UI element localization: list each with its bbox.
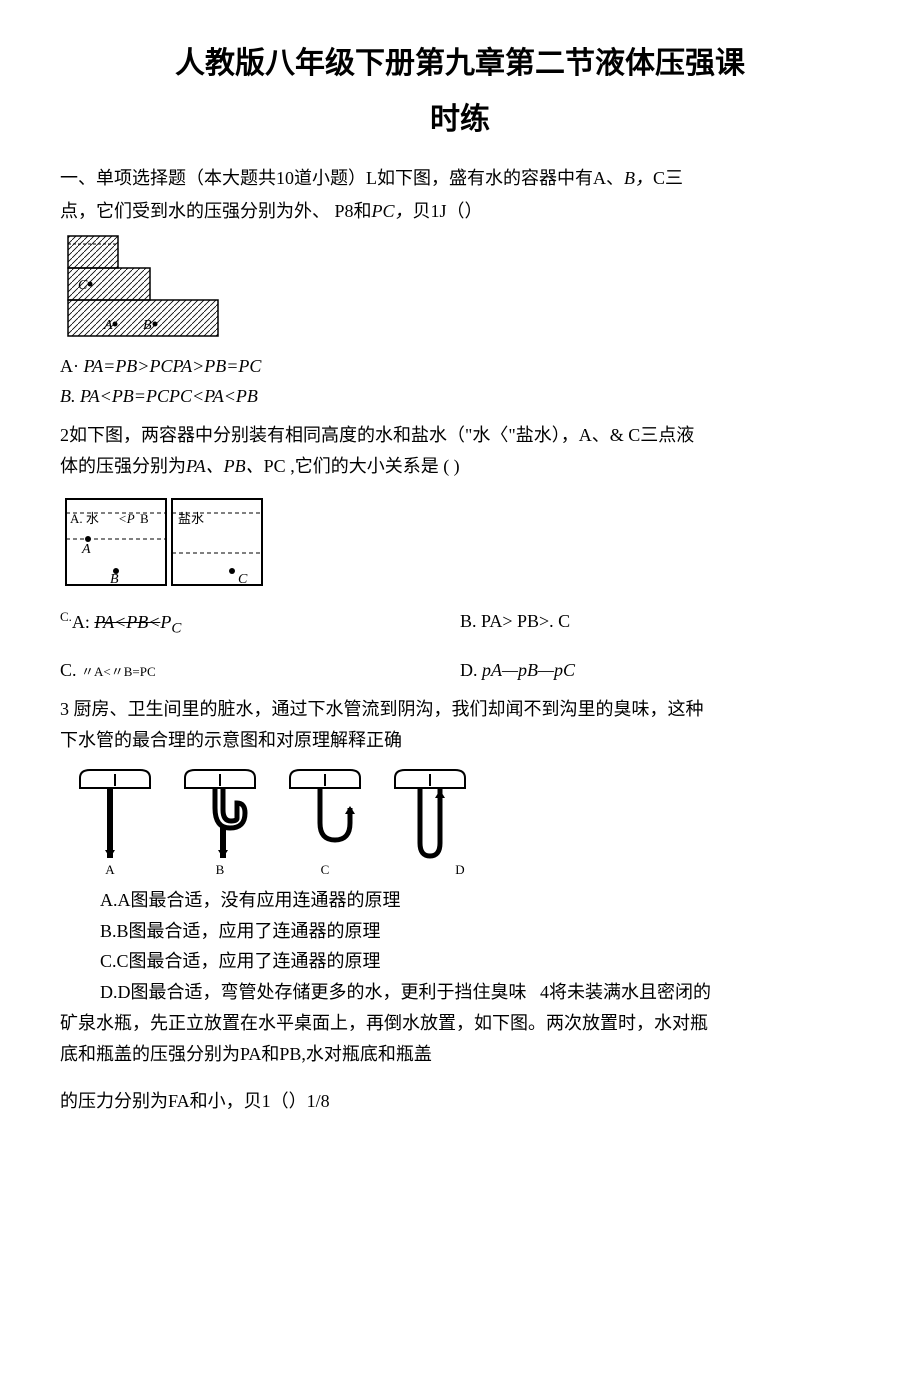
q2-options: C.A: PA<PB<PC B. PA> PB>. C C. 〃A<〃B=PC …	[60, 607, 860, 685]
svg-text:C: C	[321, 862, 330, 877]
svg-text:A: A	[81, 542, 91, 557]
svg-text:B: B	[143, 318, 152, 333]
q4-b: 矿泉水瓶，先正立放置在水平桌面上，再倒水放置，如下图。两次放置时，水对瓶	[60, 1009, 860, 1038]
q1-optA-prefix: A·	[60, 356, 79, 376]
q2-opt-d: D. pA—pB—pC	[460, 656, 860, 685]
q1-opt-b: B. PA<PB=PCPC<PA<PB	[60, 382, 860, 411]
q4-c: 底和瓶盖的压强分别为PA和PB,水对瓶底和瓶盖	[60, 1040, 860, 1069]
svg-text:A. 水: A. 水	[70, 511, 99, 526]
svg-text:<P: <P	[118, 511, 135, 526]
q3-opt-b: B.B图最合适，应用了连通器的原理	[100, 917, 860, 946]
q2-optC: 〃A<〃B=PC	[81, 664, 156, 679]
q2-optC-pre: C.	[60, 660, 81, 680]
q2-optA-extra: C.	[60, 609, 72, 624]
svg-text:D: D	[455, 862, 464, 877]
q2-stem-line2: 体的压强分别为PA、PB、PC ,它们的大小关系是 ( )	[60, 452, 860, 481]
q1-opt-a: A· PA=PB>PCPA>PB=PC	[60, 352, 860, 381]
svg-text:A: A	[103, 318, 113, 333]
q2-optA-tail: PC	[160, 612, 181, 632]
intro2-c: 贝1J（）	[413, 201, 483, 221]
intro-text-c: C三	[653, 168, 683, 188]
q2-optD: pA—pB—pC	[482, 660, 575, 680]
q3-stem-a: 3 厨房、卫生间里的脏水，通过下水管流到阴沟，我们却闻不到沟里的臭味，这种	[60, 695, 860, 724]
q2-opt-c: C. 〃A<〃B=PC	[60, 656, 460, 685]
q1-optB-text: PA<PB=PCPC<PA<PB	[80, 386, 258, 406]
q2-optD-pre: D.	[460, 660, 482, 680]
q1-options: A· PA=PB>PCPA>PB=PC B. PA<PB=PCPC<PA<PB	[60, 352, 860, 412]
q3-diagram: A B C D	[60, 763, 860, 878]
q2-stem-b: 体的压强分别为	[60, 456, 186, 476]
svg-text:C: C	[78, 278, 88, 293]
q2-stem-a: 2如下图，两容器中分别装有相同高度的水和盐水（"水〈"盐水），A、& C三点液	[60, 421, 860, 450]
intro2-b: PC，	[372, 201, 413, 221]
section-intro-line2: 点，它们受到水的压强分别为外、 P8和PC，贝1J（）	[60, 197, 860, 226]
intro-text-a: 一、单项选择题（本大题共10道小题）L如下图，盛有水的容器中有A、	[60, 168, 624, 188]
q1-diagram: C A B	[60, 234, 860, 344]
q2-optA: PA<PB<	[94, 612, 160, 632]
svg-text:A: A	[105, 862, 115, 877]
svg-text:B: B	[110, 572, 119, 587]
q3-opt-a: A.A图最合适，没有应用连通器的原理	[100, 886, 860, 915]
doc-title-line1: 人教版八年级下册第九章第二节液体压强课	[60, 40, 860, 88]
svg-text:B: B	[140, 511, 149, 526]
doc-title-line2: 时练	[60, 96, 860, 144]
q2-optA-pre: A:	[72, 612, 95, 632]
q4-a: 4将未装满水且密闭的	[540, 982, 711, 1002]
q2-diagram: A. 水 <P B 盐水 A B C	[60, 493, 860, 593]
q1-optA-text: PA=PB>PCPA>PB=PC	[84, 356, 262, 376]
q1-optB-prefix: B.	[60, 386, 80, 406]
q3-options: A.A图最合适，没有应用连通器的原理 B.B图最合适，应用了连通器的原理 C.C…	[100, 886, 860, 1007]
q2-stem-d: PC ,它们的大小关系是 ( )	[264, 456, 460, 476]
q2-opt-a: C.A: PA<PB<PC	[60, 607, 460, 641]
q3-opt-c: C.C图最合适，应用了连通器的原理	[100, 947, 860, 976]
svg-text:B: B	[216, 862, 225, 877]
section-intro: 一、单项选择题（本大题共10道小题）L如下图，盛有水的容器中有A、B，C三	[60, 164, 860, 193]
q4-d: 的压力分别为FA和小，贝1（）1/8	[60, 1087, 860, 1116]
q3-opt-d: D.D图最合适，弯管处存储更多的水，更利于挡住臭味	[100, 982, 527, 1002]
svg-text:C: C	[238, 572, 248, 587]
q3-stem-b: 下水管的最合理的示意图和对原理解释正确	[60, 726, 860, 755]
q2-stem-c: PA、PB、	[186, 456, 264, 476]
svg-text:盐水: 盐水	[178, 511, 204, 526]
intro2-a: 点，它们受到水的压强分别为外、 P8和	[60, 201, 372, 221]
intro-text-b: B，	[624, 168, 653, 188]
q2-opt-b: B. PA> PB>. C	[460, 607, 860, 641]
q3-opt-d-and-q4: D.D图最合适，弯管处存储更多的水，更利于挡住臭味 4将未装满水且密闭的	[100, 978, 860, 1007]
